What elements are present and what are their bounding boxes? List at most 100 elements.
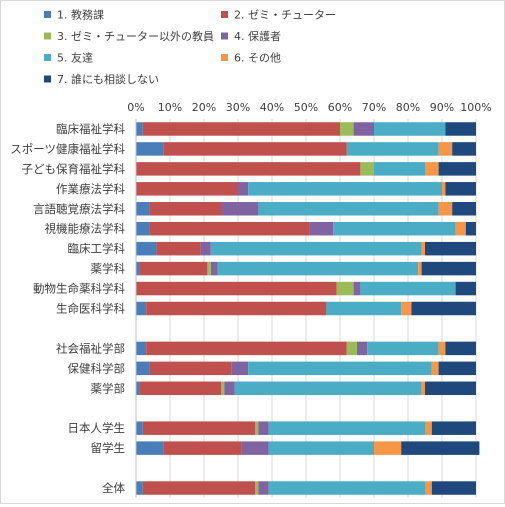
- category-label-2: 子ども保育福祉学科: [22, 162, 126, 176]
- category-label-3: 作業療法学科: [56, 182, 125, 196]
- bar-segment-r2-s7: [438, 162, 476, 176]
- x-tick-label-6: 60%: [328, 101, 352, 114]
- bar-segment-r3-s5: [248, 182, 442, 196]
- bar-segment-r9-s7: [411, 301, 476, 316]
- bar-segment-r11-s1: [136, 341, 147, 356]
- legend-label-7: 7. 誰にも相談しない: [57, 72, 159, 86]
- x-tick-label-1: 10%: [158, 101, 182, 114]
- bar-segment-r12-s6: [431, 361, 439, 376]
- bar-segment-r5-s7: [465, 221, 476, 236]
- bar-segment-r18-s6: [425, 481, 432, 495]
- bar-segment-r4-s5: [258, 202, 439, 216]
- bar-segment-r18-s4: [258, 481, 269, 495]
- bar-segment-r5-s1: [136, 221, 150, 236]
- bar-segment-r18-s2: [142, 481, 255, 495]
- bar-segment-r6-s7: [425, 241, 476, 256]
- legend-label-2: 2. ゼミ・チューター: [234, 9, 336, 22]
- bar-segment-r11-s2: [146, 341, 347, 356]
- bar-segment-r8-s3: [336, 281, 354, 296]
- x-tick-label-9: 90%: [430, 101, 454, 114]
- bar-segment-r18-s7: [431, 481, 476, 495]
- bar-segment-r3-s2: [136, 182, 238, 196]
- bar-segment-r3-s7: [445, 182, 476, 196]
- bar-segment-r1-s7: [452, 142, 476, 156]
- bar-segment-r5-s4: [309, 221, 334, 236]
- bar-segment-r12-s1: [136, 361, 150, 376]
- bar-segment-r16-s1: [136, 441, 164, 455]
- bar-segment-r12-s2: [149, 361, 232, 376]
- bar-segment-r12-s7: [438, 361, 476, 376]
- category-label-9: 生命医科学科: [56, 302, 125, 316]
- bar-segment-r8-s2: [136, 281, 337, 296]
- x-tick-label-2: 20%: [192, 101, 216, 114]
- bar-segment-r18-s3: [255, 481, 259, 495]
- bar-segment-r12-s4: [231, 361, 249, 376]
- bar-segment-r16-s7: [401, 441, 480, 455]
- bar-segment-r15-s6: [425, 421, 432, 435]
- bar-segment-r16-s6: [374, 441, 402, 455]
- bar-segment-r3-s4: [238, 182, 249, 196]
- bar-segment-r13-s6: [421, 381, 425, 396]
- bar-segment-r0-s4: [353, 122, 374, 136]
- bar-segment-r18-s1: [136, 481, 143, 495]
- bar-segment-r13-s4: [224, 381, 235, 396]
- legend-label-6: 6. その他: [234, 52, 281, 65]
- category-label-1: スポーツ健康福祉学科: [10, 142, 125, 156]
- x-tick-label-8: 80%: [396, 101, 420, 114]
- category-label-0: 臨床福祉学科: [56, 122, 125, 136]
- bar-segment-r15-s3: [255, 421, 259, 435]
- bar-segment-r15-s4: [258, 421, 269, 435]
- category-label-8: 動物生命薬科学科: [33, 282, 125, 296]
- bar-segment-r1-s5: [346, 142, 439, 156]
- bar-segment-r9-s2: [146, 301, 327, 316]
- bar-segment-r13-s3: [221, 381, 225, 396]
- bar-segment-r6-s6: [421, 241, 425, 256]
- bar-segment-r6-s1: [136, 241, 157, 256]
- bar-segment-r4-s4: [221, 202, 259, 216]
- bar-segment-r11-s5: [367, 341, 439, 356]
- bar-segment-r2-s2: [136, 162, 361, 176]
- category-label-6: 臨床工学科: [68, 242, 126, 256]
- bar-segment-r1-s1: [136, 142, 164, 156]
- bar-segment-r9-s5: [326, 301, 402, 316]
- category-label-16: 留学生: [91, 441, 126, 455]
- bar-segment-r9-s1: [136, 301, 147, 316]
- bar-segment-r5-s5: [333, 221, 456, 236]
- bar-segment-r13-s1: [136, 381, 140, 396]
- bar-segment-r1-s2: [163, 142, 347, 156]
- bar-segment-r16-s4: [241, 441, 269, 455]
- legend-swatch-7: [44, 75, 51, 83]
- legend-label-1: 1. 教務課: [57, 8, 104, 22]
- legend-label-4: 4. 保護者: [234, 29, 281, 43]
- bar-segment-r11-s4: [357, 341, 368, 356]
- category-label-5: 視機能療法学科: [45, 222, 126, 236]
- bar-segment-r12-s5: [248, 361, 432, 376]
- x-tick-label-0: 0%: [127, 101, 144, 114]
- bar-segment-r7-s5: [217, 261, 419, 276]
- bar-segment-r4-s7: [452, 202, 476, 216]
- bar-segment-r5-s2: [149, 221, 310, 236]
- bar-segment-r0-s1: [136, 122, 143, 136]
- bar-segment-r6-s2: [156, 241, 201, 256]
- x-tick-label-4: 40%: [260, 101, 284, 114]
- bar-segment-r2-s6: [425, 162, 439, 176]
- bar-segment-r11-s6: [438, 341, 446, 356]
- bar-segment-r16-s2: [163, 441, 242, 455]
- bar-segment-r3-s6: [442, 182, 446, 196]
- legend-label-5: 5. 友達: [57, 51, 93, 65]
- bar-segment-r7-s6: [418, 261, 422, 276]
- category-label-7: 薬学科: [91, 262, 126, 276]
- bar-segment-r7-s7: [421, 261, 476, 276]
- bar-segment-r13-s2: [139, 381, 221, 396]
- bar-segment-r13-s5: [234, 381, 422, 396]
- bar-segment-r8-s4: [353, 281, 361, 296]
- bar-segment-r0-s3: [340, 122, 354, 136]
- bar-segment-r0-s2: [142, 122, 340, 136]
- bar-segment-r6-s5: [210, 241, 422, 256]
- bar-segment-r16-s5: [268, 441, 374, 455]
- x-tick-label-3: 30%: [226, 101, 250, 114]
- x-tick-label-10: 100%: [460, 101, 491, 114]
- bar-segment-r4-s2: [149, 202, 221, 216]
